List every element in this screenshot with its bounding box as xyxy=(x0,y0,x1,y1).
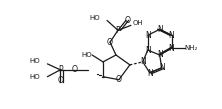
Text: N: N xyxy=(157,50,163,60)
Text: N: N xyxy=(147,69,153,78)
Text: N: N xyxy=(159,63,165,72)
Text: N: N xyxy=(140,57,146,66)
Text: O: O xyxy=(107,38,113,47)
Text: O: O xyxy=(116,75,122,84)
Text: OH: OH xyxy=(133,20,143,26)
Text: P: P xyxy=(116,26,120,35)
Text: O: O xyxy=(125,16,131,25)
Text: N: N xyxy=(145,46,151,55)
Text: N: N xyxy=(169,44,174,53)
Text: O: O xyxy=(57,76,63,85)
Text: HO: HO xyxy=(89,15,100,21)
Text: NH₂: NH₂ xyxy=(184,45,198,51)
Text: P: P xyxy=(58,65,63,74)
Text: HO: HO xyxy=(81,52,92,58)
Text: HO: HO xyxy=(30,58,40,64)
Text: HO: HO xyxy=(30,74,40,80)
Text: N: N xyxy=(169,31,174,40)
Text: N: N xyxy=(145,31,151,40)
Text: N: N xyxy=(157,25,163,34)
Text: O: O xyxy=(71,65,77,74)
